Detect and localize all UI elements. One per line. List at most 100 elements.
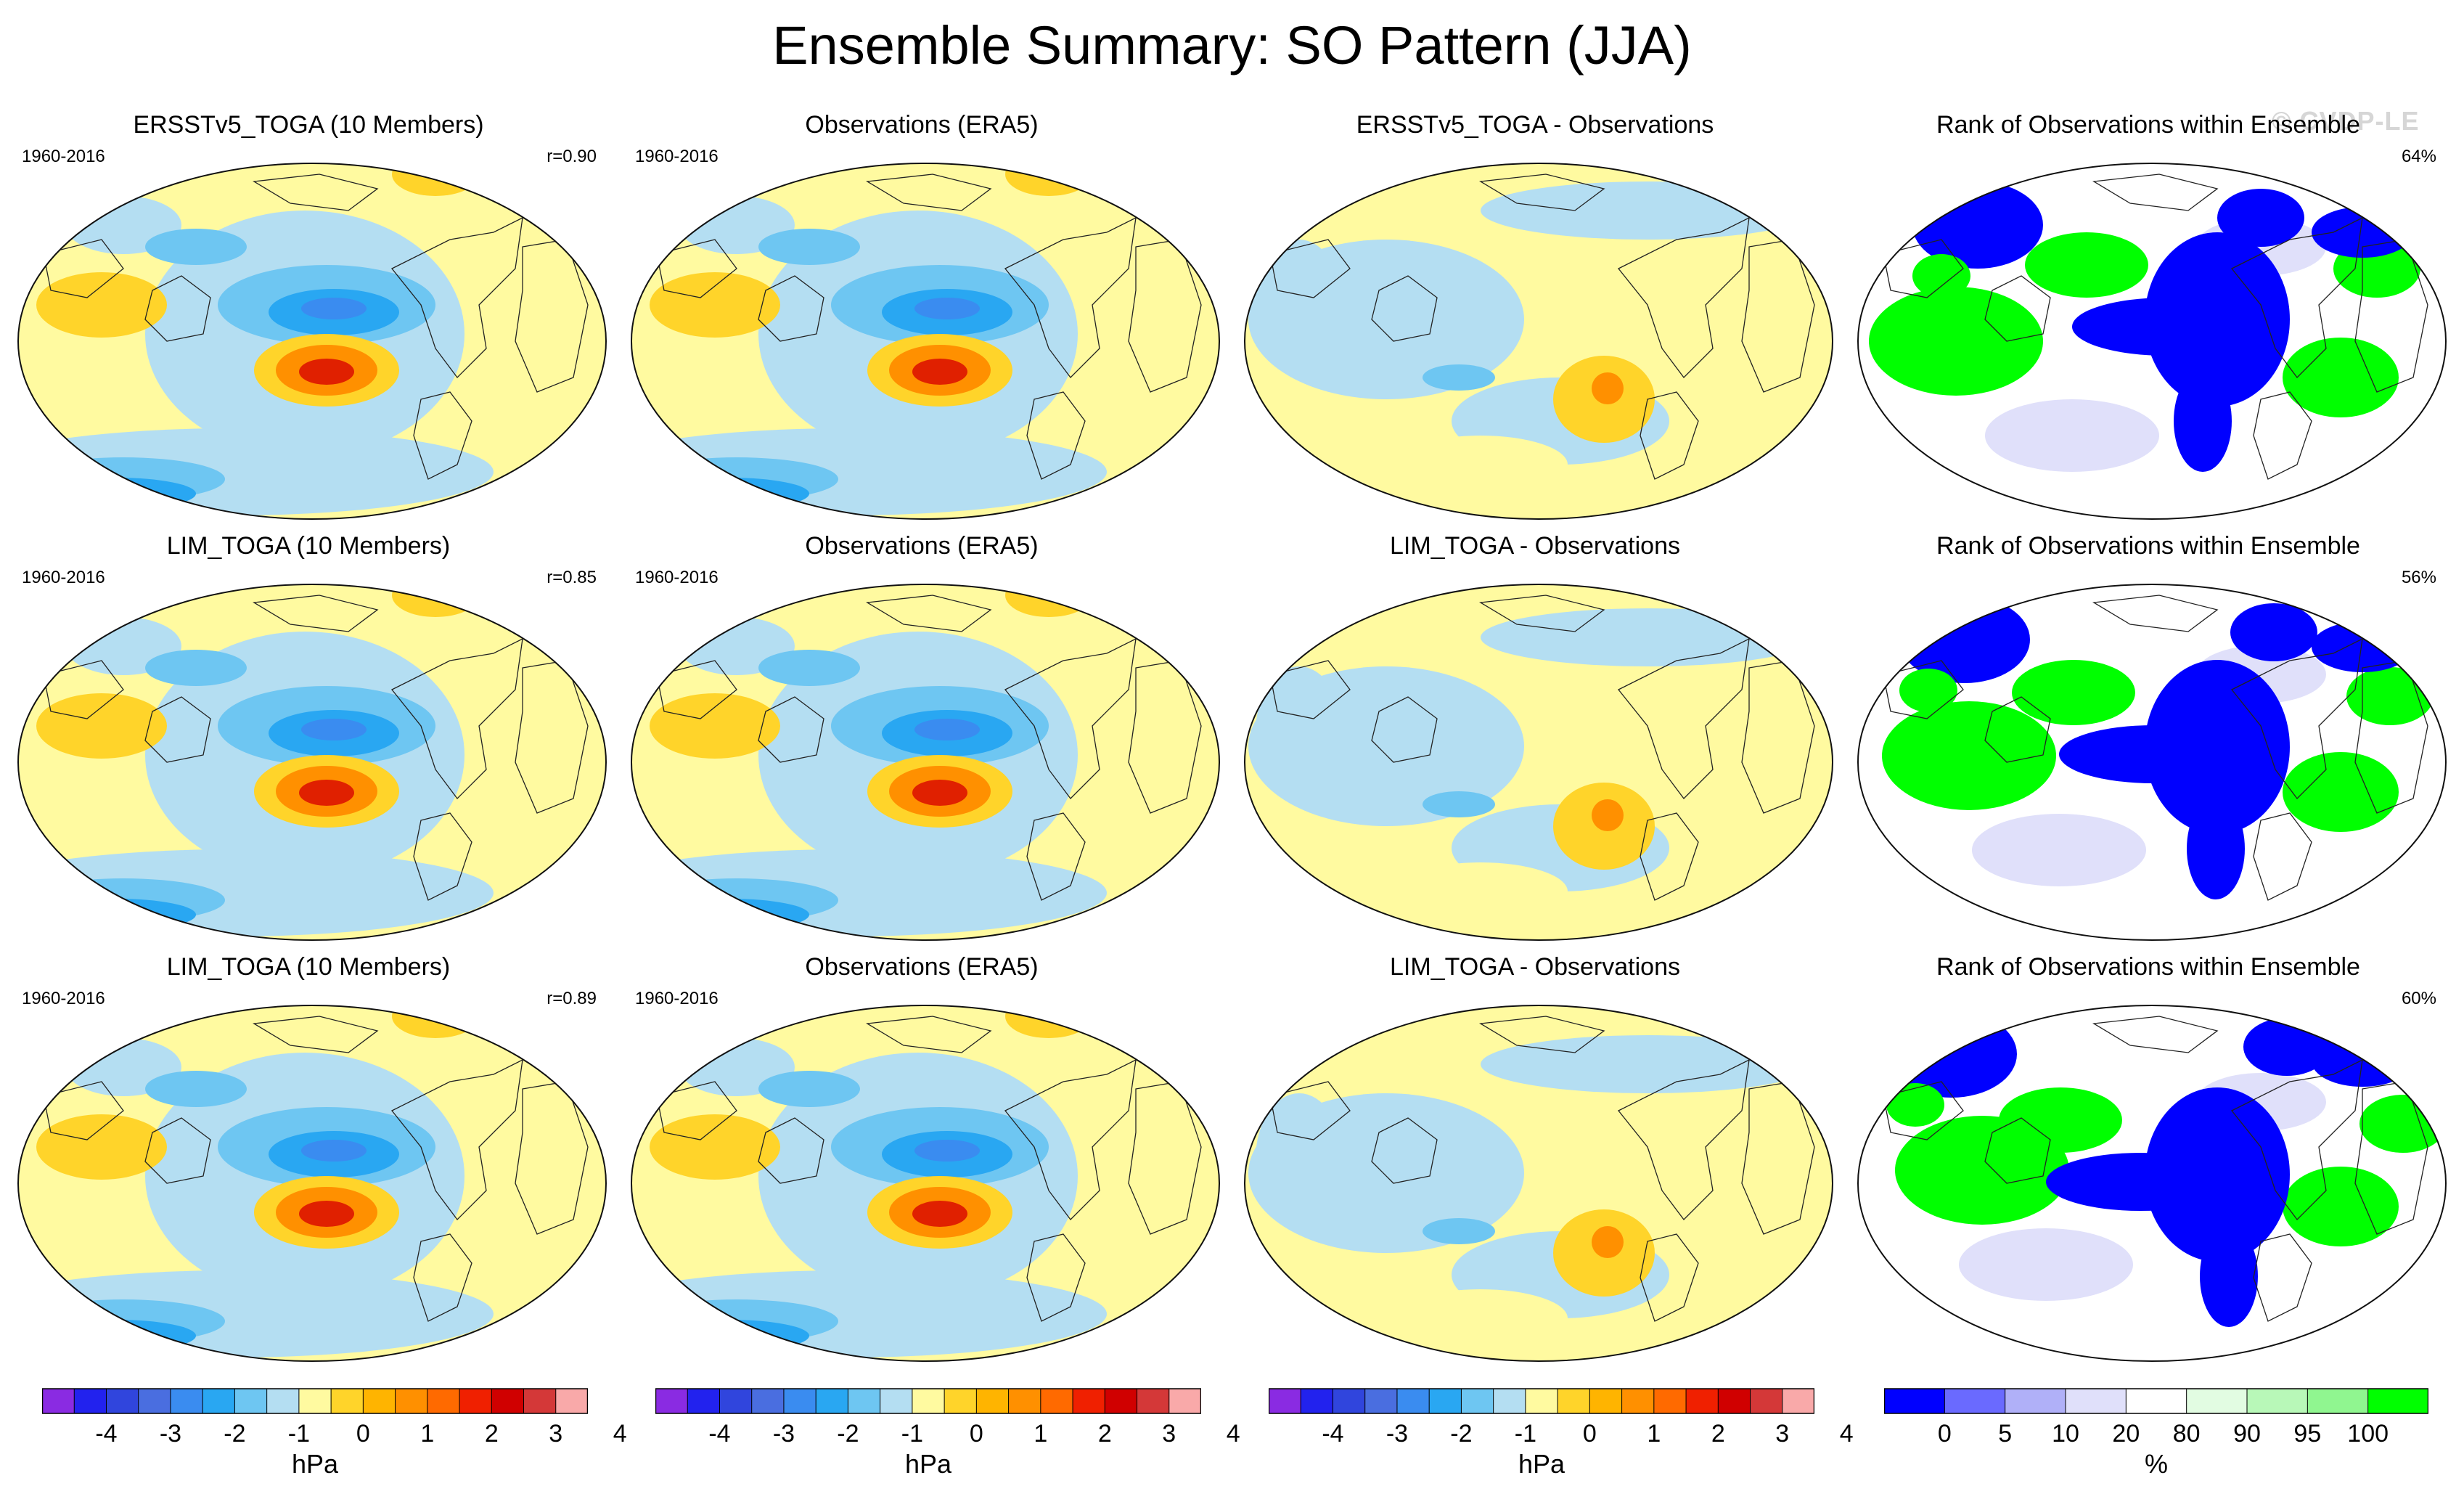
coastline xyxy=(758,1117,824,1184)
pressure-anomaly xyxy=(36,693,167,759)
anomaly-region xyxy=(1592,372,1624,404)
colorbar-swatch xyxy=(816,1389,848,1413)
colorbar-swatch xyxy=(719,1389,753,1413)
colorbar-swatch xyxy=(848,1389,881,1413)
colorbar-swatch xyxy=(1364,1389,1398,1413)
coastline xyxy=(1617,637,1750,799)
map-border xyxy=(1244,584,1833,941)
rank-low-region xyxy=(2187,798,2245,899)
coastline xyxy=(866,173,992,211)
rank-percent: 60% xyxy=(2401,989,2436,1008)
coastline xyxy=(43,660,124,719)
colorbar-tick-label: -2 xyxy=(224,1420,246,1448)
rank-high-region xyxy=(2359,1095,2446,1153)
pressure-anomaly xyxy=(145,650,247,686)
colorbar-swatch xyxy=(395,1389,428,1413)
coastline xyxy=(413,1233,472,1322)
pressure-anomaly xyxy=(912,1201,967,1227)
coastline xyxy=(413,812,472,901)
colorbar-swatch xyxy=(234,1389,268,1413)
colorbar-tick-label: -2 xyxy=(1450,1420,1473,1448)
coastline xyxy=(866,595,992,632)
pressure-anomaly xyxy=(914,719,980,740)
panel-title: Rank of Observations within Ensemble xyxy=(1936,953,2360,981)
colorbar-tick-label: -3 xyxy=(1386,1420,1409,1448)
coastline xyxy=(253,1016,379,1053)
colorbar-swatch xyxy=(1686,1389,1719,1413)
panel-r1-c4: Rank of Observations within Ensemble 64% xyxy=(1847,109,2449,530)
colorbar-tick-label: -1 xyxy=(1514,1420,1536,1448)
colorbar-swatch xyxy=(74,1389,107,1413)
coastline xyxy=(2230,1058,2363,1220)
colorbar-swatch xyxy=(2066,1389,2127,1413)
colorbar-tick-label: -3 xyxy=(159,1420,182,1448)
panel-title: ERSSTv5_TOGA (10 Members) xyxy=(133,111,484,139)
coastline xyxy=(1984,1117,2051,1184)
panel-title: ERSSTv5_TOGA - Observations xyxy=(1356,111,1714,139)
panel-r1-c3: ERSSTv5_TOGA - Observations xyxy=(1234,109,1836,530)
anomaly-region xyxy=(1592,1226,1624,1258)
anomaly-region xyxy=(1393,862,1568,920)
pressure-anomaly xyxy=(650,1320,809,1352)
rank-colorbar: 0 5 10 20 80 90 95 100% xyxy=(1884,1388,2428,1479)
colorbar-tick-label: -2 xyxy=(837,1420,859,1448)
coastline xyxy=(1617,216,1750,378)
pressure-anomaly xyxy=(301,1140,367,1162)
pattern-correlation: r=0.90 xyxy=(547,147,597,166)
coastline xyxy=(1984,275,2051,342)
coastline xyxy=(2253,391,2312,480)
pressure-anomaly xyxy=(650,1114,780,1180)
map-border xyxy=(17,163,607,520)
coastline xyxy=(1026,391,1086,480)
colorbar-swatch xyxy=(266,1389,300,1413)
colorbar-tick-label: -3 xyxy=(772,1420,795,1448)
map-pattern xyxy=(17,1005,607,1362)
map-rank xyxy=(1857,1005,2447,1362)
coastline xyxy=(1479,173,1605,211)
colorbar-swatch xyxy=(783,1389,816,1413)
coastline xyxy=(144,275,211,342)
pressure-anomaly xyxy=(912,780,967,806)
rank-high-region xyxy=(2283,752,2399,832)
map-border xyxy=(631,584,1220,941)
coastline xyxy=(1269,660,1351,719)
coastline xyxy=(1479,595,1605,632)
colorbar-swatch xyxy=(42,1389,75,1413)
colorbar-swatch xyxy=(880,1389,913,1413)
rank-low-region xyxy=(2230,603,2317,661)
coastline xyxy=(1269,239,1351,298)
colorbar-unit: hPa xyxy=(1518,1449,1565,1479)
coastline xyxy=(2092,1016,2219,1053)
coastline xyxy=(253,595,379,632)
coastline xyxy=(1269,1081,1351,1140)
colorbar-swatch xyxy=(976,1389,1010,1413)
colorbar-swatch xyxy=(1396,1389,1430,1413)
anomaly-region xyxy=(1256,1093,1343,1224)
coastline xyxy=(2230,216,2363,378)
map-border xyxy=(1857,1005,2447,1362)
colorbar-swatch xyxy=(2005,1389,2066,1413)
rank-low-region xyxy=(2217,189,2304,247)
map-diff xyxy=(1244,584,1833,941)
panel-r3-c4: Rank of Observations within Ensemble 60% xyxy=(1847,951,2449,1372)
panel-title: Observations (ERA5) xyxy=(805,111,1039,139)
colorbar-swatch xyxy=(331,1389,364,1413)
colorbar-swatch xyxy=(1621,1389,1655,1413)
colorbar-tick-label: 5 xyxy=(1998,1420,2013,1448)
colorbar-unit: % xyxy=(2144,1449,2169,1479)
colorbar-swatch xyxy=(1589,1389,1623,1413)
panel-r3-c1: LIM_TOGA (10 Members) 1960-2016 r=0.89 xyxy=(7,951,610,1372)
coastline xyxy=(43,239,124,298)
pressure-anomaly xyxy=(758,229,860,265)
coastline xyxy=(1004,216,1137,378)
colorbar-tick-label: 3 xyxy=(1162,1420,1176,1448)
map-diff xyxy=(1244,1005,1833,1362)
map-obs xyxy=(631,163,1220,520)
panel-r2-c1: LIM_TOGA (10 Members) 1960-2016 r=0.85 xyxy=(7,530,610,951)
map-border xyxy=(17,584,607,941)
rank-high-region xyxy=(1899,669,1957,712)
map-rank xyxy=(1857,584,2447,941)
colorbar-swatch xyxy=(2186,1389,2248,1413)
panel-years: 1960-2016 xyxy=(22,147,105,166)
rank-high-region xyxy=(2012,660,2135,725)
